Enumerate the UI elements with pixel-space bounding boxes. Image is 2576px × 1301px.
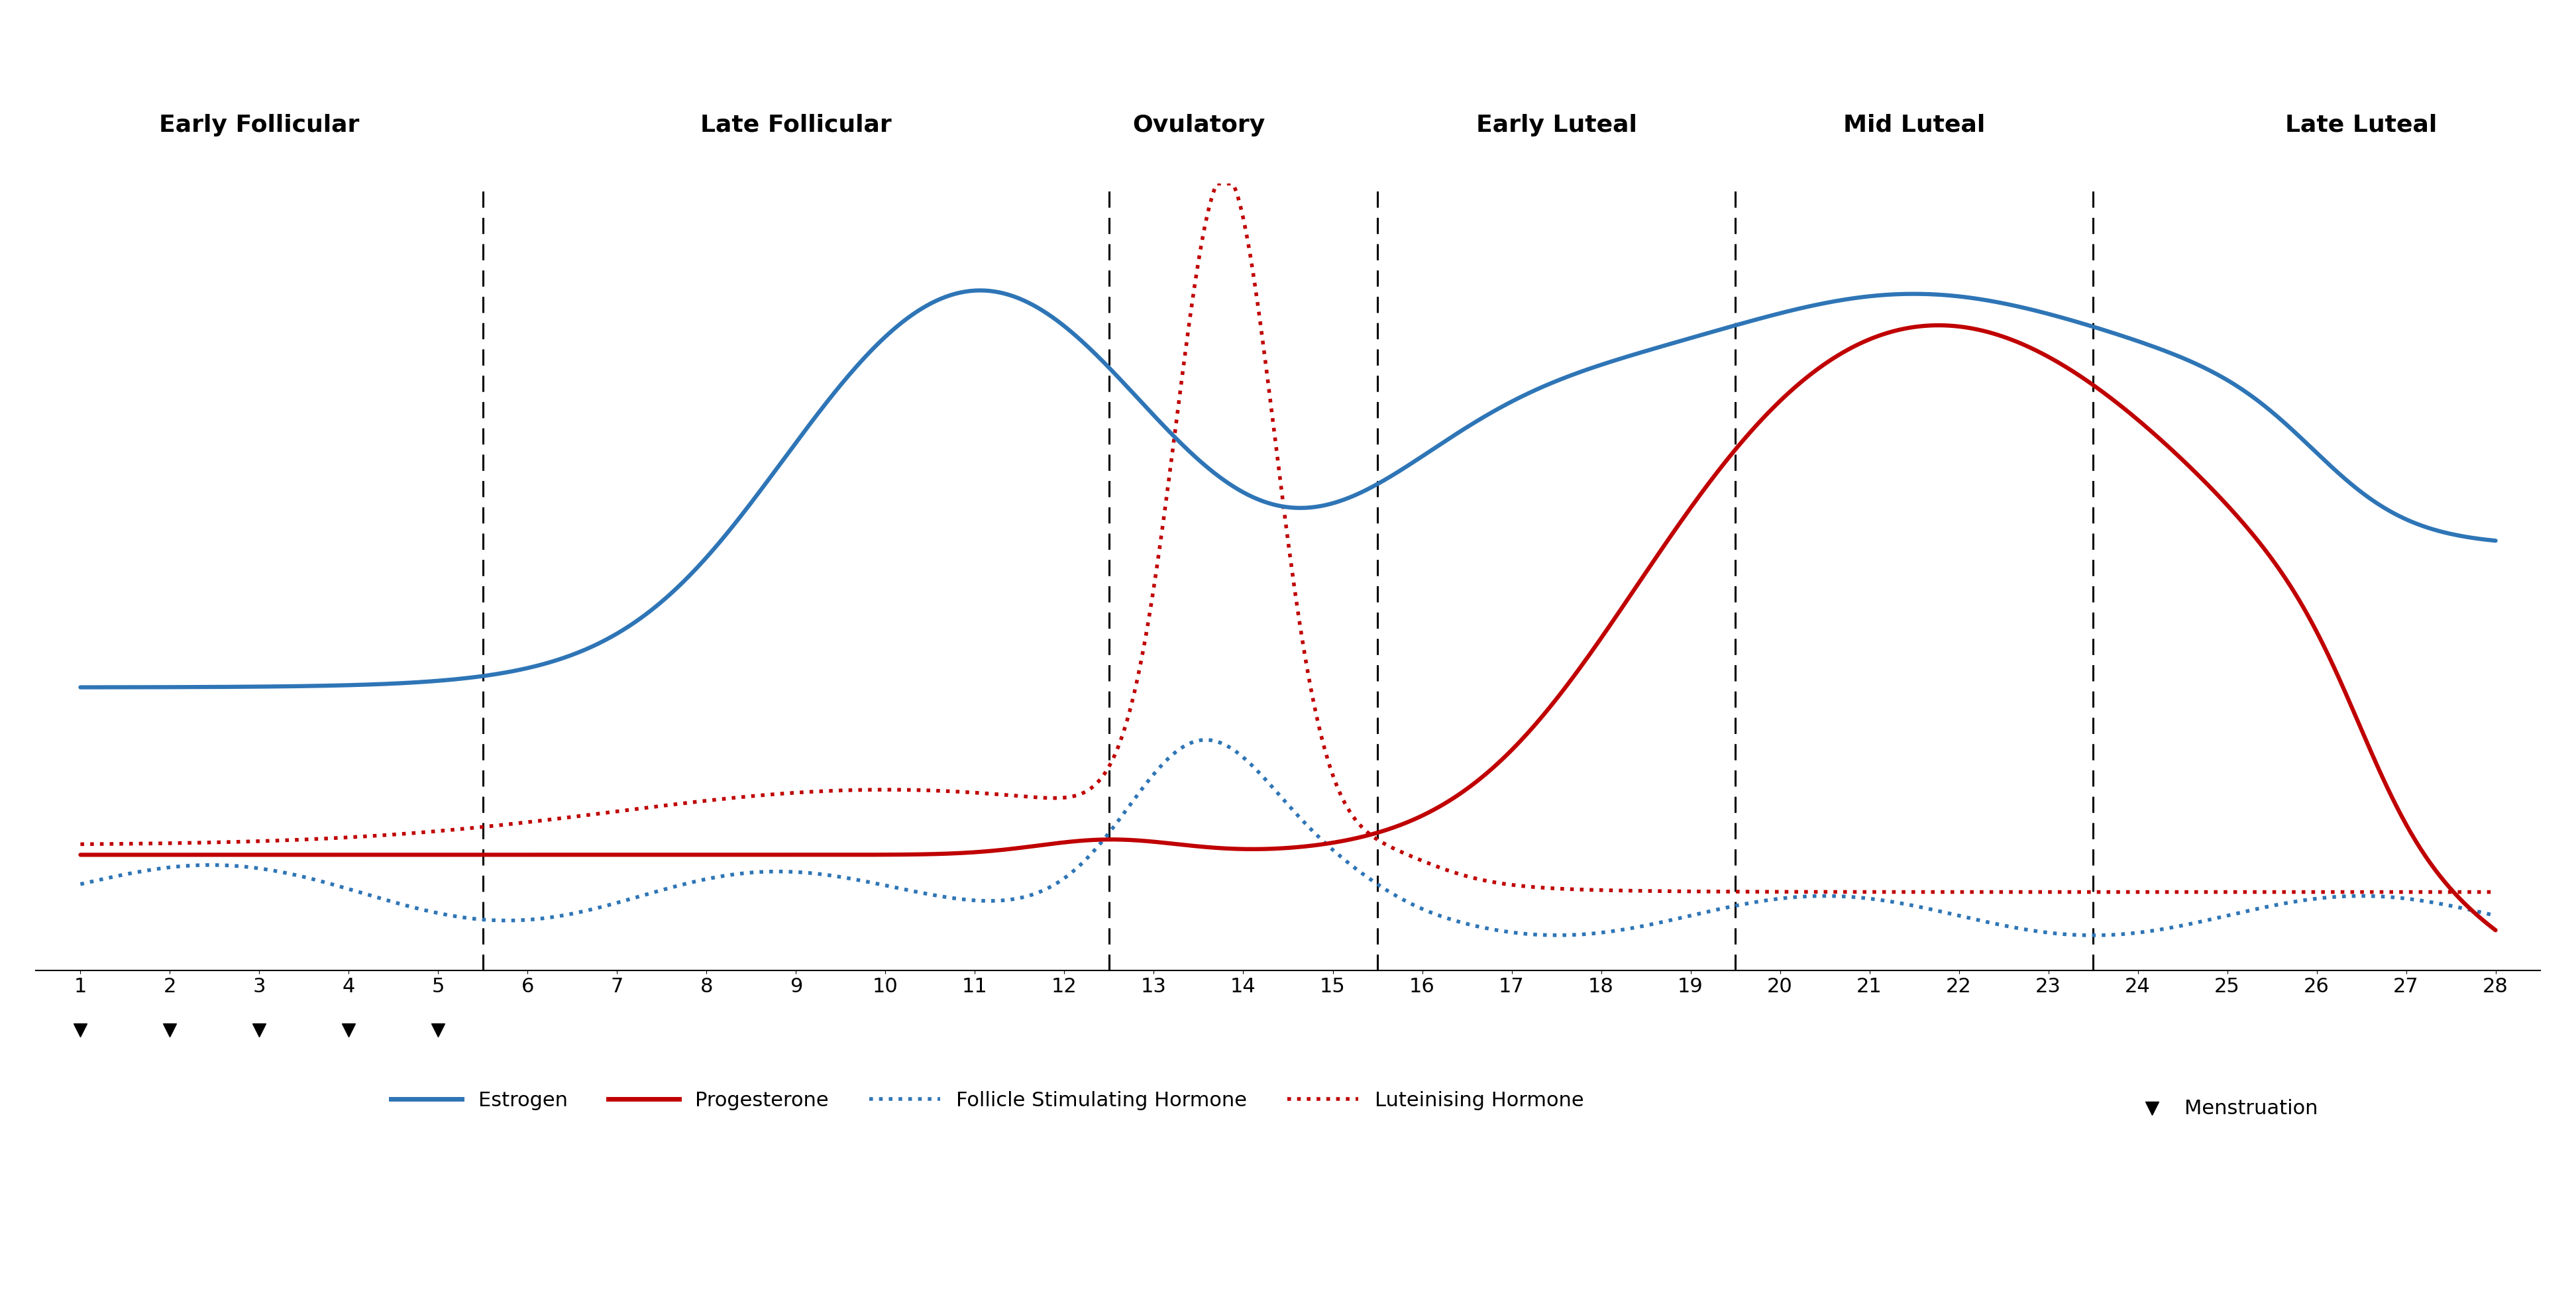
- Text: Early Luteal: Early Luteal: [1476, 114, 1636, 137]
- Text: Mid Luteal: Mid Luteal: [1844, 114, 1986, 137]
- Legend: Estrogen, Progesterone, Follicle Stimulating Hormone, Luteinising Hormone: Estrogen, Progesterone, Follicle Stimula…: [384, 1082, 1592, 1118]
- Text: Early Follicular: Early Follicular: [160, 114, 361, 137]
- Text: Late Follicular: Late Follicular: [701, 114, 891, 137]
- Text: Ovulatory: Ovulatory: [1133, 114, 1265, 137]
- Text: Menstruation: Menstruation: [2184, 1099, 2318, 1118]
- Text: Late Luteal: Late Luteal: [2285, 114, 2437, 137]
